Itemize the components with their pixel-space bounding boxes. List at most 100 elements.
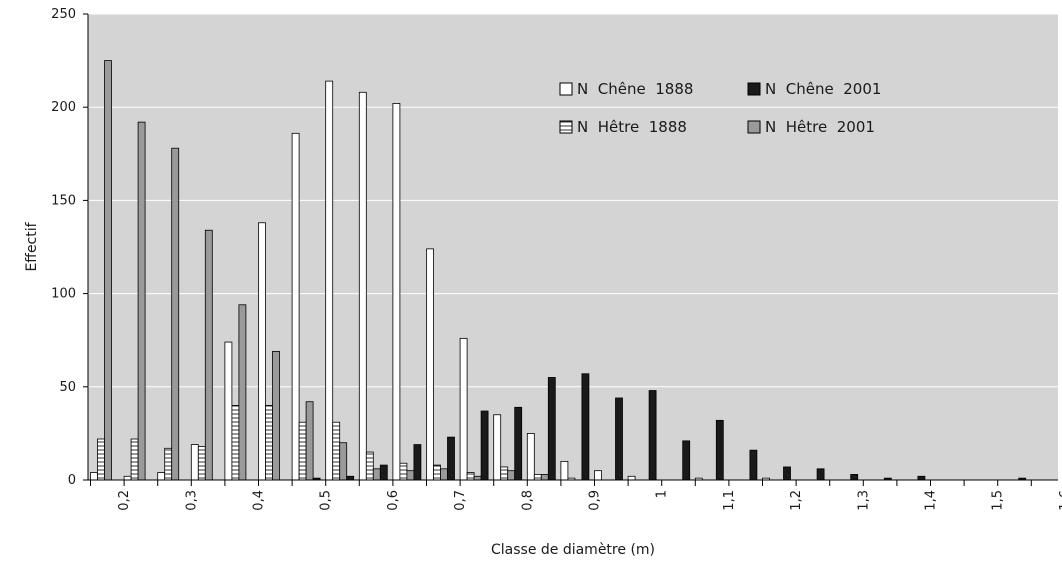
bar-gray-1 [138,122,145,480]
x-tick-label-11: 1,3 [856,490,871,511]
x-tick-label-1: 0,3 [184,490,199,511]
legend-item-hetre-1888: N Hêtre 1888 [560,118,687,136]
bar-gray-5 [273,351,280,480]
x-tick-label-6: 0,8 [520,490,535,511]
bar-white-5 [259,223,266,480]
bar-black-8 [380,465,387,480]
bar-black-11 [481,411,488,480]
bar-white-3 [191,445,198,480]
bar-gray-4 [239,305,246,480]
bar-gray-6 [306,402,313,480]
x-tick-label-5: 0,7 [453,490,468,511]
bar-white-1 [124,476,131,480]
bar-white-11 [460,338,467,480]
bar-hatched-11 [467,473,474,480]
bar-black-17 [683,441,690,480]
legend-label-chene-2001: N Chêne 2001 [765,80,881,98]
x-tick-label-4: 0,6 [386,490,401,511]
bar-hatched-6 [299,422,306,480]
x-tick-label-3: 0,5 [319,490,334,511]
bar-black-24 [918,476,925,480]
bar-black-19 [750,450,757,480]
bar-hatched-13 [534,474,541,480]
bar-white-6 [292,133,299,480]
y-tick-label-1: 50 [59,380,76,395]
bar-white-2 [158,473,165,480]
bar-gray-2 [172,148,179,480]
bar-white-0 [91,473,98,480]
bar-black-7 [347,476,354,480]
bar-hatched-2 [165,448,172,480]
legend-label-hetre-1888: N Hêtre 1888 [577,118,687,136]
x-ticks: 0,2 0,3 0,4 0,5 0,6 0,7 0,8 0,9 1 1,1 1,2 1,3 1,4 1,5… [91,480,1062,511]
bar-gray-13 [541,474,548,480]
y-tick-label-2: 100 [51,287,76,302]
bar-black-21 [817,469,824,480]
y-tick-label-4: 200 [51,100,76,115]
legend-label-chene-1888: N Chêne 1888 [577,80,693,98]
x-tick-label-8: 1 [655,490,670,498]
legend-swatch-chene-1888 [560,83,572,95]
bar-black-18 [716,420,723,480]
x-tick-label-0: 0,2 [117,490,132,511]
bar-white-13 [527,433,534,480]
x-axis-title: Classe de diamètre (m) [491,542,655,558]
bar-gray-11 [474,476,481,480]
legend-item-chene-1888: N Chêne 1888 [560,80,693,98]
bar-gray-8 [373,469,380,480]
y-ticks: 0 50 100 150 200 250 [51,7,88,488]
bar-hatched-8 [366,452,373,480]
bar-white-9 [393,103,400,480]
legend-item-chene-2001: N Chêne 2001 [748,80,881,98]
bar-white-16 [628,476,635,480]
bar-white-7 [326,81,333,480]
bar-white-10 [427,249,434,480]
bar-hatched-3 [198,446,205,480]
y-tick-label-5: 250 [51,7,76,22]
bar-hatched-9 [400,463,407,480]
x-tick-label-12: 1,4 [924,490,939,511]
y-tick-label-0: 0 [68,473,76,488]
bar-white-8 [359,92,366,480]
bar-gray-12 [508,471,515,480]
bar-white-4 [225,342,232,480]
bar-gray-7 [340,443,347,480]
bar-hatched-7 [333,422,340,480]
legend-swatch-hetre-1888 [560,121,572,133]
legend-label-hetre-2001: N Hêtre 2001 [765,118,875,136]
x-tick-label-14: 1,6 [1058,490,1062,511]
legend-item-hetre-2001: N Hêtre 2001 [748,118,875,136]
bar-hatched-10 [434,465,441,480]
x-tick-label-7: 0,9 [588,490,603,511]
bar-gray-0 [105,61,112,480]
bar-black-10 [448,437,455,480]
bar-black-13 [548,377,555,480]
bar-hatched-4 [232,405,239,480]
x-tick-label-2: 0,4 [252,490,267,511]
legend-swatch-hetre-2001 [748,121,760,133]
bar-gray-9 [407,471,414,480]
bar-white-12 [494,415,501,480]
bar-hatched-0 [98,439,105,480]
y-tick-label-3: 150 [51,193,76,208]
bar-white-14 [561,461,568,480]
bar-gray-10 [441,469,448,480]
bar-hatched-12 [501,467,508,480]
bar-black-14 [582,374,589,480]
x-tick-label-13: 1,5 [991,490,1006,511]
bar-black-9 [414,445,421,480]
x-tick-label-9: 1,1 [722,490,737,511]
bar-white-15 [595,471,602,480]
legend-swatch-chene-2001 [748,83,760,95]
bar-black-16 [649,391,656,480]
bar-gray-3 [205,230,212,480]
bar-black-20 [784,467,791,480]
y-axis-title: Effectif [24,221,40,271]
bar-black-15 [616,398,623,480]
bar-hatched-1 [131,439,138,480]
bar-hatched-5 [266,405,273,480]
x-tick-label-10: 1,2 [789,490,804,511]
bar-black-12 [515,407,522,480]
